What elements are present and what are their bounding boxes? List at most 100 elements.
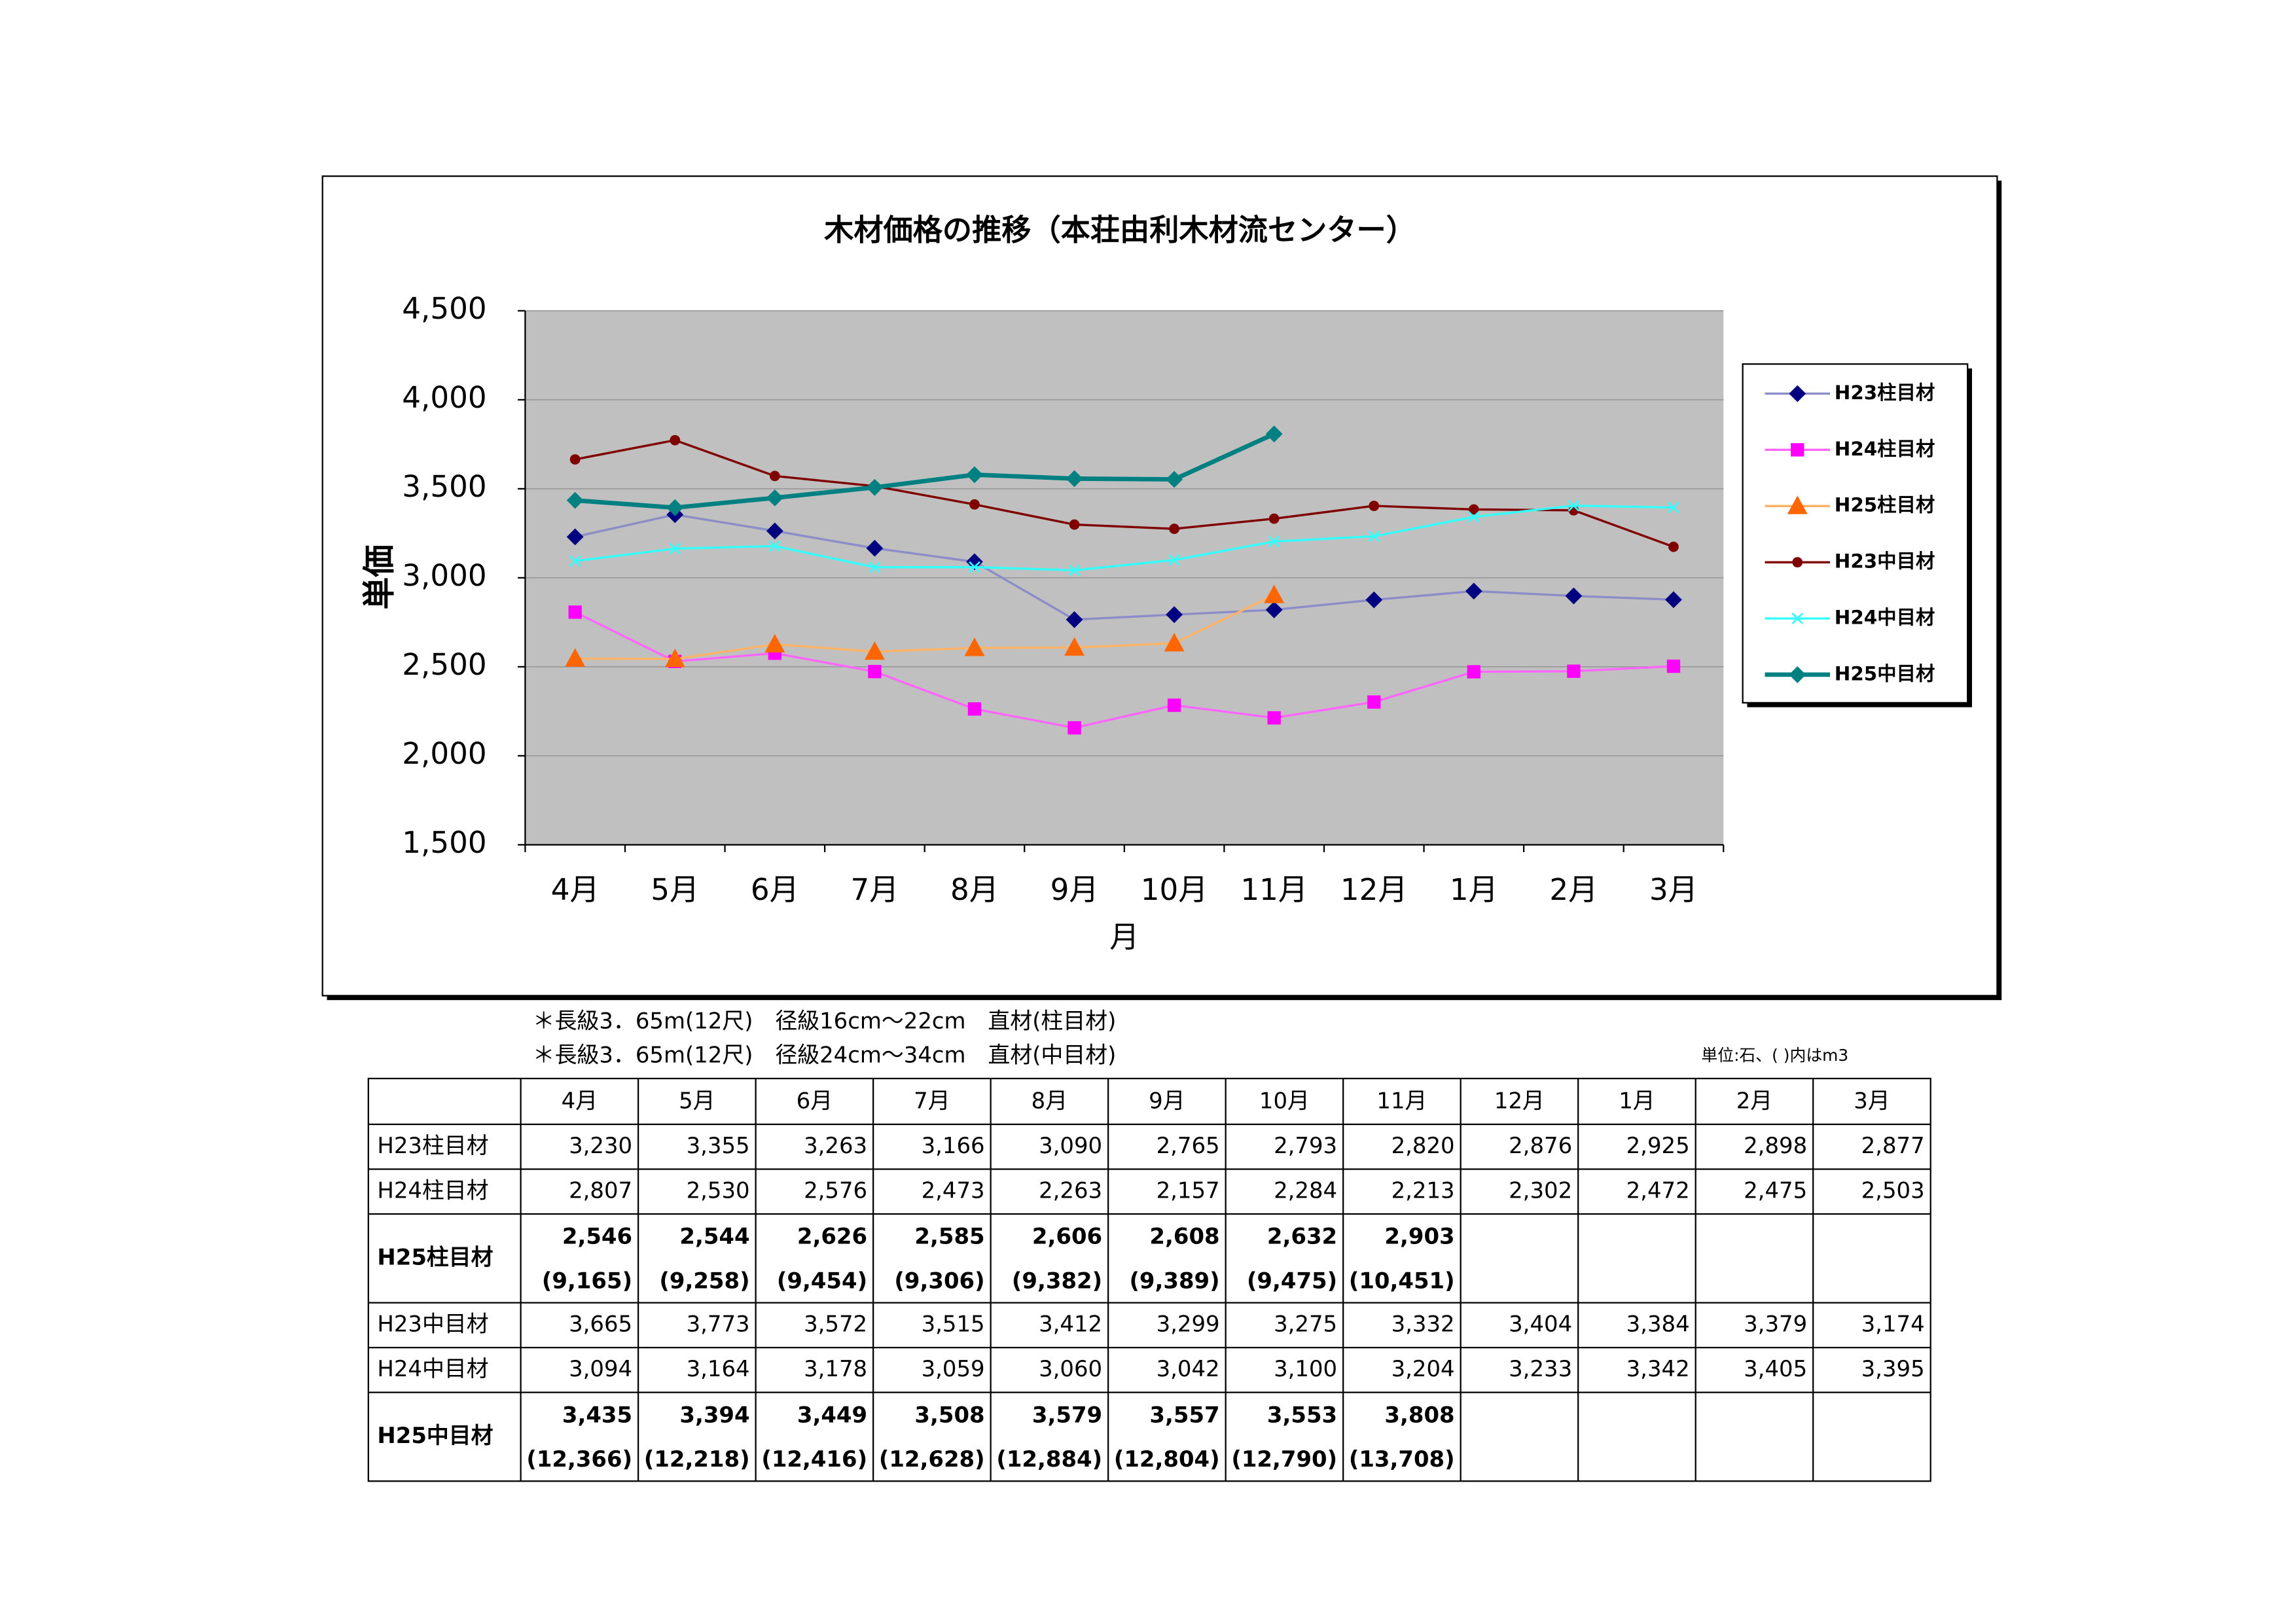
data-point bbox=[1166, 606, 1183, 624]
row-header: H24中目材 bbox=[377, 1356, 488, 1382]
y-tick-label: 4,500 bbox=[402, 291, 486, 326]
series-line bbox=[575, 505, 1674, 572]
cell-value: 2,793 bbox=[1274, 1133, 1337, 1158]
cell-value: 3,395 bbox=[1861, 1356, 1925, 1382]
legend-label: H24中目材 bbox=[1835, 607, 1935, 629]
cell-value: 3,166 bbox=[922, 1133, 985, 1158]
cell-sub-value: (12,218) bbox=[644, 1446, 750, 1472]
cell-value: 2,807 bbox=[569, 1177, 632, 1203]
cell-value: 2,877 bbox=[1861, 1133, 1925, 1158]
cell-value: 3,405 bbox=[1744, 1356, 1807, 1382]
cell-sub-value: (12,884) bbox=[996, 1446, 1102, 1472]
data-point bbox=[1668, 541, 1679, 552]
data-point bbox=[1568, 505, 1579, 516]
data-point bbox=[1668, 501, 1679, 514]
data-point bbox=[966, 553, 983, 571]
data-point bbox=[1666, 659, 1681, 673]
y-tick-label: 2,500 bbox=[402, 647, 486, 682]
x-tick-label: 9月 bbox=[1050, 872, 1099, 907]
cell-value: 2,302 bbox=[1509, 1177, 1572, 1203]
data-table: 4月 5月 6月 7月 8月 9月 10月 11月 12月 1月 2月 3月 H23柱目材 3,230 3,… bbox=[367, 1077, 1931, 1482]
cell-sub-value: (12,628) bbox=[879, 1446, 985, 1472]
data-point bbox=[1066, 470, 1083, 488]
row-header: H25中目材 bbox=[377, 1423, 493, 1448]
cell-value: 3,665 bbox=[569, 1311, 632, 1336]
cell-sub-value: (9,258) bbox=[659, 1268, 749, 1294]
data-point bbox=[1264, 584, 1285, 603]
unit-note: 単位:石、( )内はm3 bbox=[1701, 1046, 1848, 1065]
cell-value: 2,473 bbox=[922, 1177, 985, 1203]
cell-sub-value: (12,366) bbox=[526, 1446, 632, 1472]
chart-title: 木材価格の推移（本荘由利木材流センター） bbox=[824, 213, 1416, 247]
data-point bbox=[1665, 591, 1682, 609]
series-line bbox=[574, 611, 1674, 729]
data-point bbox=[768, 540, 781, 552]
x-tick-label: 11月 bbox=[1240, 872, 1308, 907]
series-line bbox=[575, 438, 1674, 548]
data-point bbox=[666, 499, 684, 516]
data-point bbox=[1467, 665, 1481, 679]
data-point bbox=[966, 466, 983, 484]
cell-value: 2,820 bbox=[1391, 1133, 1455, 1158]
cell-value: 2,608 bbox=[1149, 1224, 1219, 1249]
column-header: 2月 bbox=[1736, 1088, 1772, 1114]
cell-value: 2,530 bbox=[687, 1177, 750, 1203]
data-point bbox=[969, 561, 980, 573]
x-tick-label: 7月 bbox=[850, 872, 899, 907]
column-header: 9月 bbox=[1149, 1088, 1185, 1114]
data-point bbox=[969, 499, 980, 510]
data-point bbox=[866, 539, 884, 557]
data-point bbox=[764, 633, 785, 653]
cell-value: 3,060 bbox=[1039, 1356, 1102, 1382]
row-header: H25柱目材 bbox=[377, 1244, 493, 1270]
cell-value: 2,284 bbox=[1274, 1177, 1337, 1203]
data-point bbox=[1169, 524, 1180, 534]
cell-value: 2,472 bbox=[1626, 1177, 1690, 1203]
cell-value: 3,059 bbox=[922, 1356, 985, 1382]
cell-value: 3,508 bbox=[914, 1402, 984, 1427]
cell-value: 3,275 bbox=[1274, 1311, 1337, 1336]
data-point bbox=[766, 522, 783, 540]
series-line bbox=[575, 432, 1276, 510]
cell-value: 2,903 bbox=[1384, 1224, 1454, 1249]
column-header: 10月 bbox=[1259, 1088, 1310, 1114]
cell-value: 3,572 bbox=[804, 1311, 867, 1336]
legend-label: H25中目材 bbox=[1835, 662, 1935, 685]
cell-value: 2,898 bbox=[1744, 1133, 1807, 1158]
data-point bbox=[1565, 587, 1583, 605]
note: ＊長級3．65m(12尺) 径級24cm～34cm 直材(中目材) bbox=[533, 1043, 1117, 1068]
legend-marker bbox=[1789, 666, 1806, 683]
data-point bbox=[569, 454, 581, 465]
cell-sub-value: (9,475) bbox=[1247, 1268, 1337, 1294]
cell-value: 3,342 bbox=[1626, 1356, 1690, 1382]
cell-value: 3,100 bbox=[1274, 1356, 1337, 1382]
cell-value: 3,094 bbox=[569, 1356, 632, 1382]
x-tick-label: 10月 bbox=[1141, 872, 1208, 907]
data-point bbox=[1268, 513, 1280, 524]
column-header: 4月 bbox=[562, 1088, 598, 1114]
data-point bbox=[1368, 530, 1380, 543]
cell-value: 3,233 bbox=[1509, 1356, 1572, 1382]
legend-marker bbox=[1789, 385, 1806, 402]
cell-value: 2,876 bbox=[1509, 1133, 1572, 1158]
data-point bbox=[1066, 611, 1083, 628]
cell-value: 2,626 bbox=[797, 1224, 867, 1249]
column-header: 6月 bbox=[797, 1088, 833, 1114]
x-axis-label: 月 bbox=[1109, 920, 1139, 955]
cell-value: 3,178 bbox=[804, 1356, 867, 1382]
cell-value: 2,157 bbox=[1157, 1177, 1220, 1203]
cell-sub-value: (13,708) bbox=[1349, 1446, 1455, 1472]
cell-value: 2,213 bbox=[1391, 1177, 1455, 1203]
cell-sub-value: (9,382) bbox=[1012, 1268, 1102, 1294]
data-point bbox=[868, 665, 882, 679]
x-tick-label: 8月 bbox=[950, 872, 999, 907]
cell-value: 2,544 bbox=[679, 1224, 749, 1249]
table-border bbox=[367, 1077, 1931, 1482]
cell-sub-value: (12,790) bbox=[1231, 1446, 1337, 1472]
data-point bbox=[565, 648, 586, 667]
data-point bbox=[967, 702, 982, 716]
cell-sub-value: (9,306) bbox=[894, 1268, 984, 1294]
data-point bbox=[1265, 601, 1283, 618]
